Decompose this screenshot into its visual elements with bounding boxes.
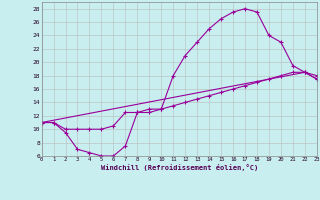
X-axis label: Windchill (Refroidissement éolien,°C): Windchill (Refroidissement éolien,°C) (100, 164, 258, 171)
